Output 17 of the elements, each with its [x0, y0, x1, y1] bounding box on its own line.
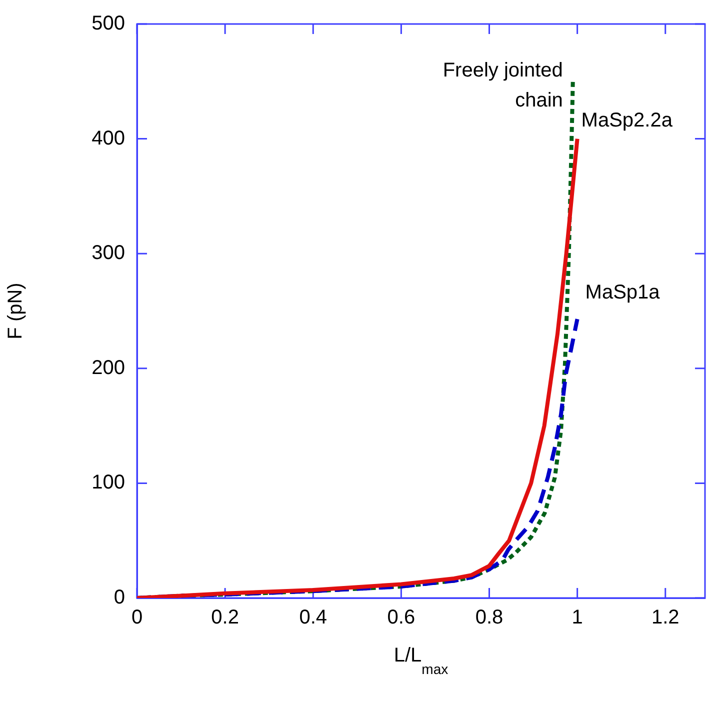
y-tick-label: 100 [92, 472, 125, 494]
x-tick-label: 0.4 [299, 606, 328, 629]
x-tick-label: 1 [572, 606, 583, 629]
x-tick-label: 0.8 [475, 606, 504, 629]
x-tick-label: 1.2 [651, 606, 680, 629]
series-label: Freely jointed chain [442, 60, 563, 112]
y-tick-label: 300 [92, 242, 125, 264]
y-tick-label: 400 [92, 127, 125, 150]
x-tick-label: 0 [131, 606, 143, 629]
y-tick-label: 0 [114, 586, 125, 609]
series-label: MaSp1a [585, 282, 661, 304]
y-axis-title: F (pN) [4, 282, 27, 340]
series-label: MaSp2.2a [581, 109, 674, 132]
y-tick-label: 200 [92, 356, 125, 379]
x-tick-label: 0.6 [387, 606, 416, 629]
y-tick-label: 500 [92, 12, 125, 35]
x-tick-label: 0.2 [211, 606, 239, 629]
